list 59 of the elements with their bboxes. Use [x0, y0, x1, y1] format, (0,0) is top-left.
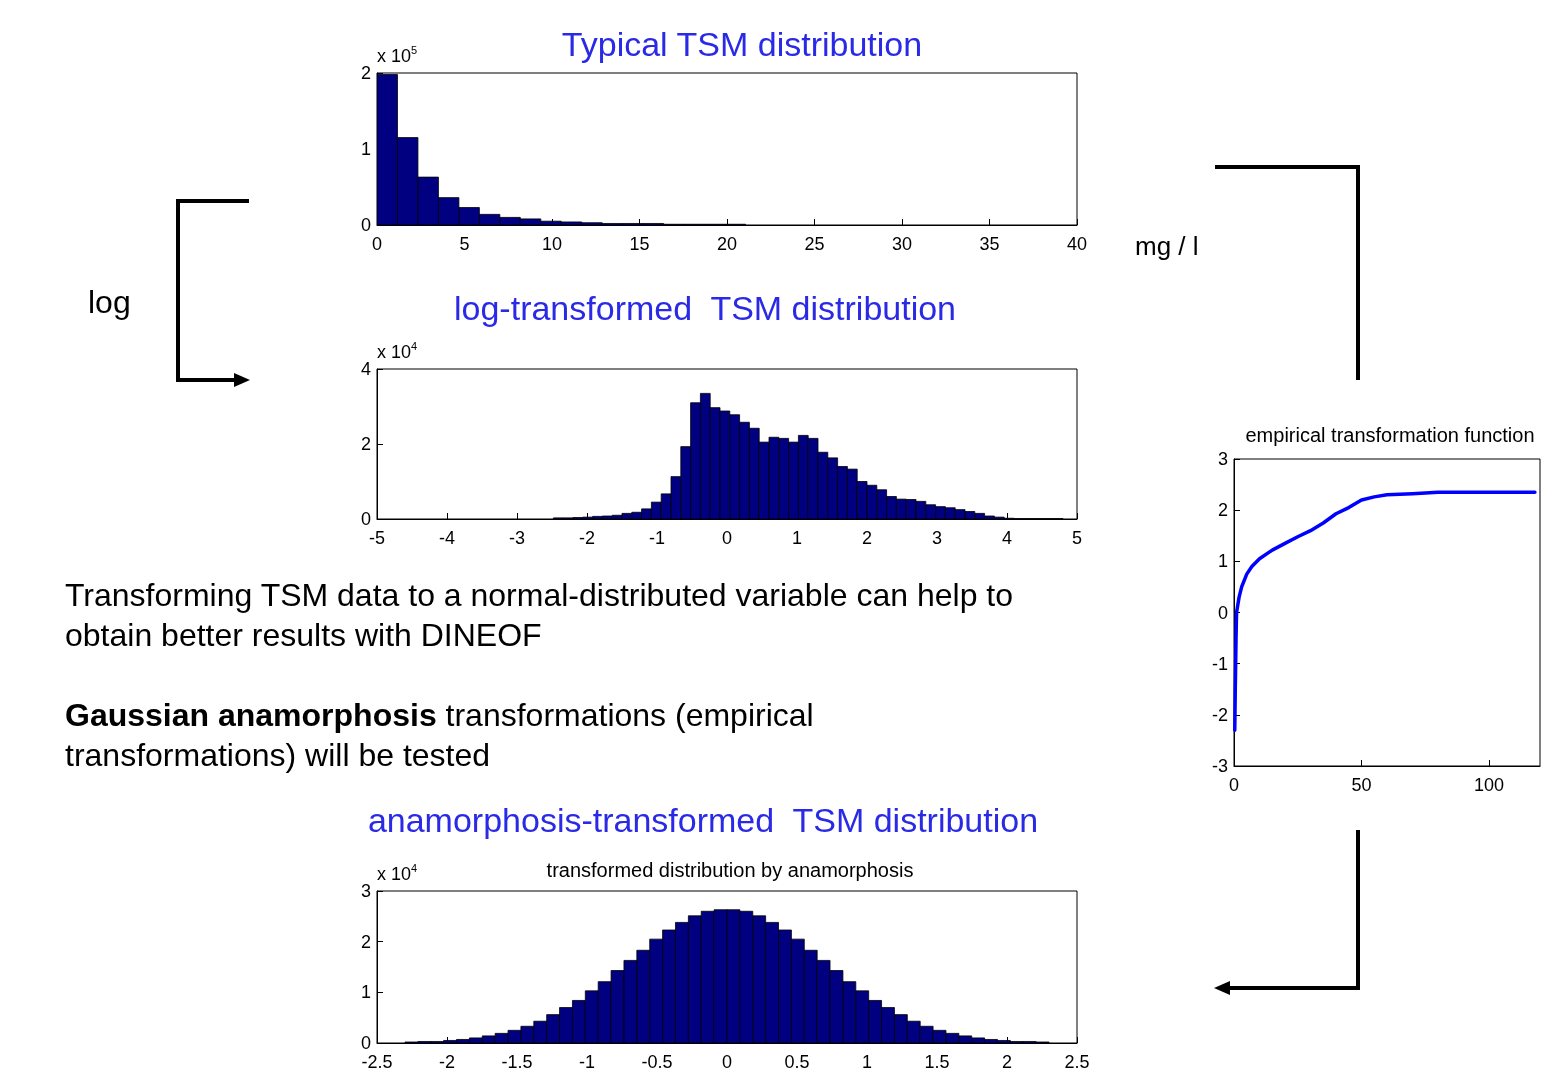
- x-tick-label: -2: [438, 1052, 456, 1072]
- x-tick-label: 2.5: [1064, 1052, 1090, 1072]
- x-tick-label: 15: [629, 234, 650, 254]
- x-tick-label: 0: [721, 528, 733, 548]
- x-tick-label: -2.5: [361, 1052, 393, 1072]
- y-tick-label: 4: [360, 359, 371, 379]
- text: Transforming TSM data to a normal-distributed variable can help to obtain better results with DINEOF: [65, 576, 1014, 655]
- x-tick-label: 1.5: [924, 1052, 950, 1072]
- x-tick-label: -1: [648, 528, 666, 548]
- y-tick-label: 2: [1217, 500, 1228, 521]
- x-tick-label: 25: [804, 234, 825, 254]
- x-tick-label: 0.5: [784, 1052, 810, 1072]
- x-tick-label: 4: [1001, 528, 1013, 548]
- x-tick-label: 2: [861, 528, 873, 548]
- x-tick-label: 50: [1351, 775, 1372, 795]
- y-tick-label: 3: [1217, 449, 1228, 469]
- x-tick-label: -1.5: [501, 1052, 533, 1072]
- chart-title: anamorphosis-transformed TSM distribution: [367, 801, 1039, 839]
- x-tick-label: 40: [1066, 234, 1088, 254]
- x-tick-label: 1: [791, 528, 803, 548]
- y-tick-label: 1: [360, 982, 371, 1003]
- y-tick-label: 0: [360, 509, 371, 529]
- y-tick-label: -3: [1211, 756, 1228, 776]
- x-tick-label: 35: [979, 234, 1000, 254]
- y-tick-label: 2: [360, 931, 371, 952]
- line-series: [1233, 490, 1537, 732]
- chart-title: Typical TSM distribution: [561, 25, 923, 63]
- y-tick-label: 0: [360, 1033, 371, 1053]
- y-tick-label: -2: [1211, 704, 1228, 725]
- x-axis-title: mg / l: [1135, 231, 1199, 261]
- x-tick-label: 1: [861, 1052, 873, 1072]
- y-tick-label: 2: [360, 434, 371, 454]
- x-tick-label: 5: [459, 234, 470, 254]
- x-tick-label: -4: [438, 528, 456, 548]
- x-tick-label: -3: [508, 528, 526, 548]
- x-tick-label: 3: [931, 528, 943, 548]
- x-tick-label: 10: [541, 234, 563, 254]
- y-tick-label: 1: [1217, 551, 1228, 572]
- chart-title: empirical transformation function: [1245, 424, 1535, 446]
- x-tick-label: -1: [578, 1052, 596, 1072]
- x-tick-label: 5: [1071, 528, 1083, 548]
- x-tick-label: 20: [716, 234, 738, 254]
- x-tick-label: 0: [721, 1052, 733, 1072]
- text: log: [88, 284, 131, 320]
- y-tick-label: 0: [360, 215, 371, 235]
- x-tick-label: 100: [1473, 775, 1505, 795]
- x-tick-label: -5: [368, 528, 386, 548]
- y-tick-label: 2: [360, 63, 371, 83]
- y-tick-label: 0: [1217, 602, 1228, 623]
- x-tick-label: 30: [891, 234, 913, 254]
- x-tick-label: -2: [578, 528, 596, 548]
- y-tick-label: -1: [1211, 653, 1228, 674]
- chart-subtitle: transformed distribution by anamorphosis: [546, 859, 914, 881]
- chart-title: log-transformed TSM distribution: [453, 289, 957, 327]
- y-tick-label: 3: [360, 881, 371, 901]
- text: Gaussian anamorphosis: [65, 697, 437, 733]
- x-tick-label: -0.5: [641, 1052, 673, 1072]
- x-tick-label: 2: [1001, 1052, 1013, 1072]
- y-tick-label: 1: [360, 139, 371, 159]
